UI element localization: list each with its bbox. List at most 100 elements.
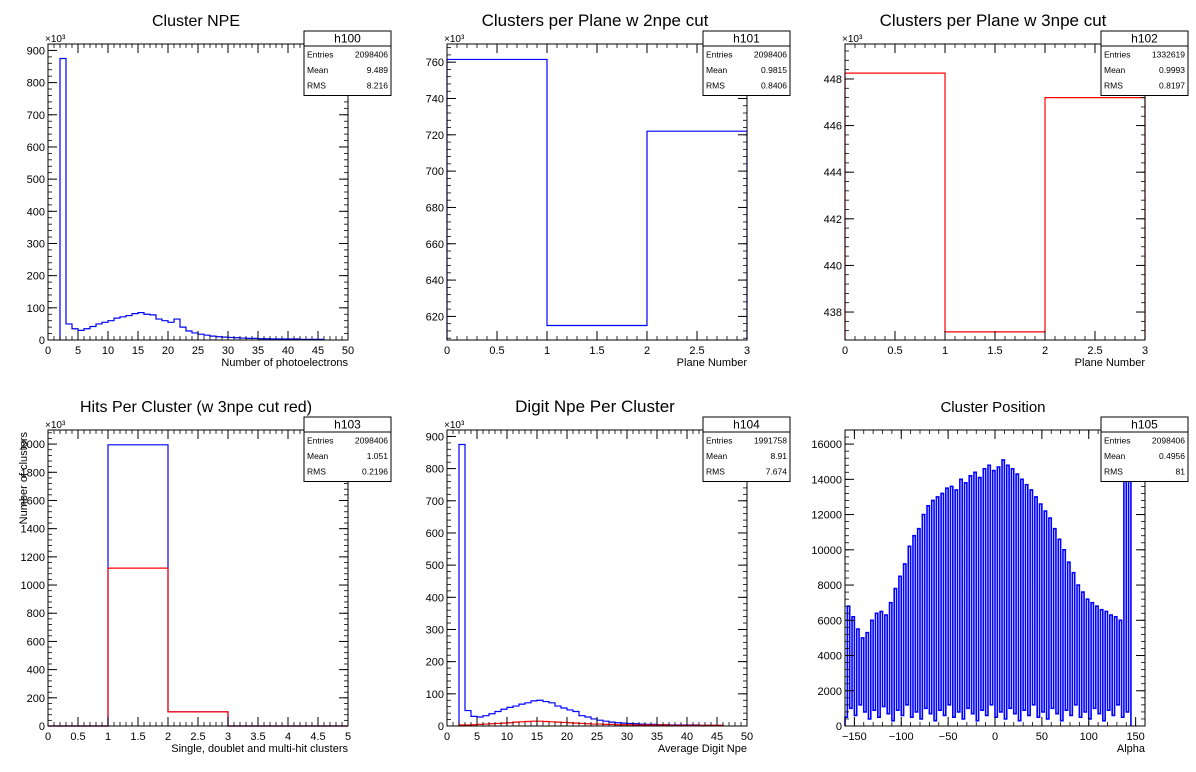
stats-box-name: h104	[733, 418, 760, 432]
y-tick-label: 10000	[811, 545, 842, 557]
y-tick-label: 900	[426, 431, 444, 443]
y-tick-label: 440	[824, 260, 842, 272]
plot-frame	[47, 43, 349, 341]
stats-value: 1991758	[754, 436, 787, 446]
y-tick-label: 4000	[818, 651, 842, 663]
y-tick-label: 0	[39, 721, 45, 733]
y-tick-label: 500	[27, 174, 45, 186]
stats-value: 0.8197	[1159, 81, 1185, 91]
histogram-series-blue	[446, 58, 748, 340]
y-tick-label: 700	[426, 496, 444, 508]
x-axis-label: Number of photoelectrons	[221, 357, 348, 369]
y-tick-label: 300	[27, 238, 45, 250]
histogram-series-blue	[458, 443, 724, 726]
stats-label: Mean	[706, 65, 728, 75]
stats-box-name: h102	[1131, 32, 1158, 46]
y-tick-label: 200	[27, 271, 45, 283]
histogram-panel-h103: Hits Per Cluster (w 3npe cut red)0200400…	[18, 399, 392, 755]
x-tick-label: 0.5	[489, 345, 504, 357]
histogram-title: Cluster NPE	[152, 13, 240, 30]
stats-value: 2098406	[355, 50, 388, 60]
x-tick-label: 25	[591, 731, 603, 743]
x-tick-label: 1	[544, 345, 550, 357]
histogram-title: Cluster Position	[940, 399, 1045, 416]
stats-box-frame	[702, 30, 791, 96]
y-tick-label: 620	[426, 311, 444, 323]
y-tick-label: 16000	[811, 439, 842, 451]
stats-box-frame	[303, 30, 392, 96]
x-tick-label: 5	[345, 731, 351, 743]
stats-value: 2098406	[1152, 436, 1185, 446]
histogram-title: Hits Per Cluster (w 3npe cut red)	[80, 399, 312, 416]
x-tick-label: 45	[312, 345, 324, 357]
x-axis-label: Alpha	[1117, 743, 1146, 755]
histogram-title: Clusters per Plane w 2npe cut	[482, 11, 709, 30]
y-tick-label: 640	[426, 275, 444, 287]
stats-label: RMS	[706, 81, 725, 91]
y-tick-label: 700	[27, 110, 45, 122]
x-tick-label: 30	[621, 731, 633, 743]
stats-label: Mean	[1104, 65, 1126, 75]
x-tick-label: 40	[681, 731, 693, 743]
y-axis-multiplier: ×10³	[45, 34, 66, 45]
x-tick-label: 1.5	[987, 345, 1002, 357]
stats-label: Entries	[307, 50, 333, 60]
plot-frame	[47, 429, 349, 727]
histogram-series-blue	[48, 444, 348, 727]
x-tick-label: 20	[162, 345, 174, 357]
plot-frame	[844, 43, 1146, 341]
x-tick-label: 3.5	[250, 731, 265, 743]
x-tick-label: 35	[651, 731, 663, 743]
x-tick-label: 0	[444, 345, 450, 357]
x-tick-label: 3	[1142, 345, 1148, 357]
stats-value: 2098406	[754, 50, 787, 60]
y-tick-label: 400	[27, 665, 45, 677]
stats-label: RMS	[307, 467, 326, 477]
x-tick-label: 1.5	[589, 345, 604, 357]
y-tick-label: 680	[426, 202, 444, 214]
y-axis-multiplier: ×10³	[444, 34, 465, 45]
stats-box-name: h101	[733, 32, 760, 46]
y-axis-label: Number of clusters	[18, 432, 30, 525]
y-tick-label: 800	[426, 464, 444, 476]
stats-value: 2098406	[355, 436, 388, 446]
y-tick-label: 1600	[21, 495, 45, 507]
stats-label: RMS	[1104, 467, 1123, 477]
y-tick-label: 438	[824, 307, 842, 319]
x-tick-label: 4	[285, 731, 291, 743]
y-tick-label: 600	[27, 636, 45, 648]
y-axis-multiplier: ×10³	[842, 34, 863, 45]
histogram-panel-h105: Cluster Position 0 2000 4000 6000 8000 10000 12…	[811, 399, 1189, 755]
histogram-panel-h102: Clusters per Plane w 3npe cut 438 440 442 44…	[824, 11, 1189, 369]
y-tick-label: 6000	[818, 615, 842, 627]
x-tick-label: 2	[165, 731, 171, 743]
x-tick-label: 20	[561, 731, 573, 743]
y-tick-label: 2000	[818, 686, 842, 698]
x-tick-label: 45	[711, 731, 723, 743]
stats-box-frame	[1100, 416, 1189, 482]
histogram-series-blue	[59, 57, 325, 340]
x-tick-label: 0	[992, 731, 998, 743]
stats-label: RMS	[706, 467, 725, 477]
x-tick-label: 50	[741, 731, 753, 743]
stats-box-name: h105	[1131, 418, 1158, 432]
x-tick-label: 3	[744, 345, 750, 357]
x-tick-label: 15	[531, 731, 543, 743]
y-tick-label: 760	[426, 57, 444, 69]
x-tick-label: 4.5	[310, 731, 325, 743]
y-axis-multiplier: ×10³	[444, 420, 465, 431]
x-axis-label: Plane Number	[1075, 357, 1146, 369]
stats-value: 8.91	[770, 451, 787, 461]
x-tick-label: −100	[889, 731, 914, 743]
y-tick-label: 0	[39, 335, 45, 347]
histogram-panel-h104: Digit Npe Per Cluster0100200300400500600…	[426, 397, 791, 755]
y-tick-label: 100	[426, 689, 444, 701]
y-tick-label: 8000	[818, 580, 842, 592]
y-tick-label: 0	[438, 721, 444, 733]
histogram-title: Clusters per Plane w 3npe cut	[880, 11, 1107, 30]
x-tick-label: 50	[1036, 731, 1048, 743]
